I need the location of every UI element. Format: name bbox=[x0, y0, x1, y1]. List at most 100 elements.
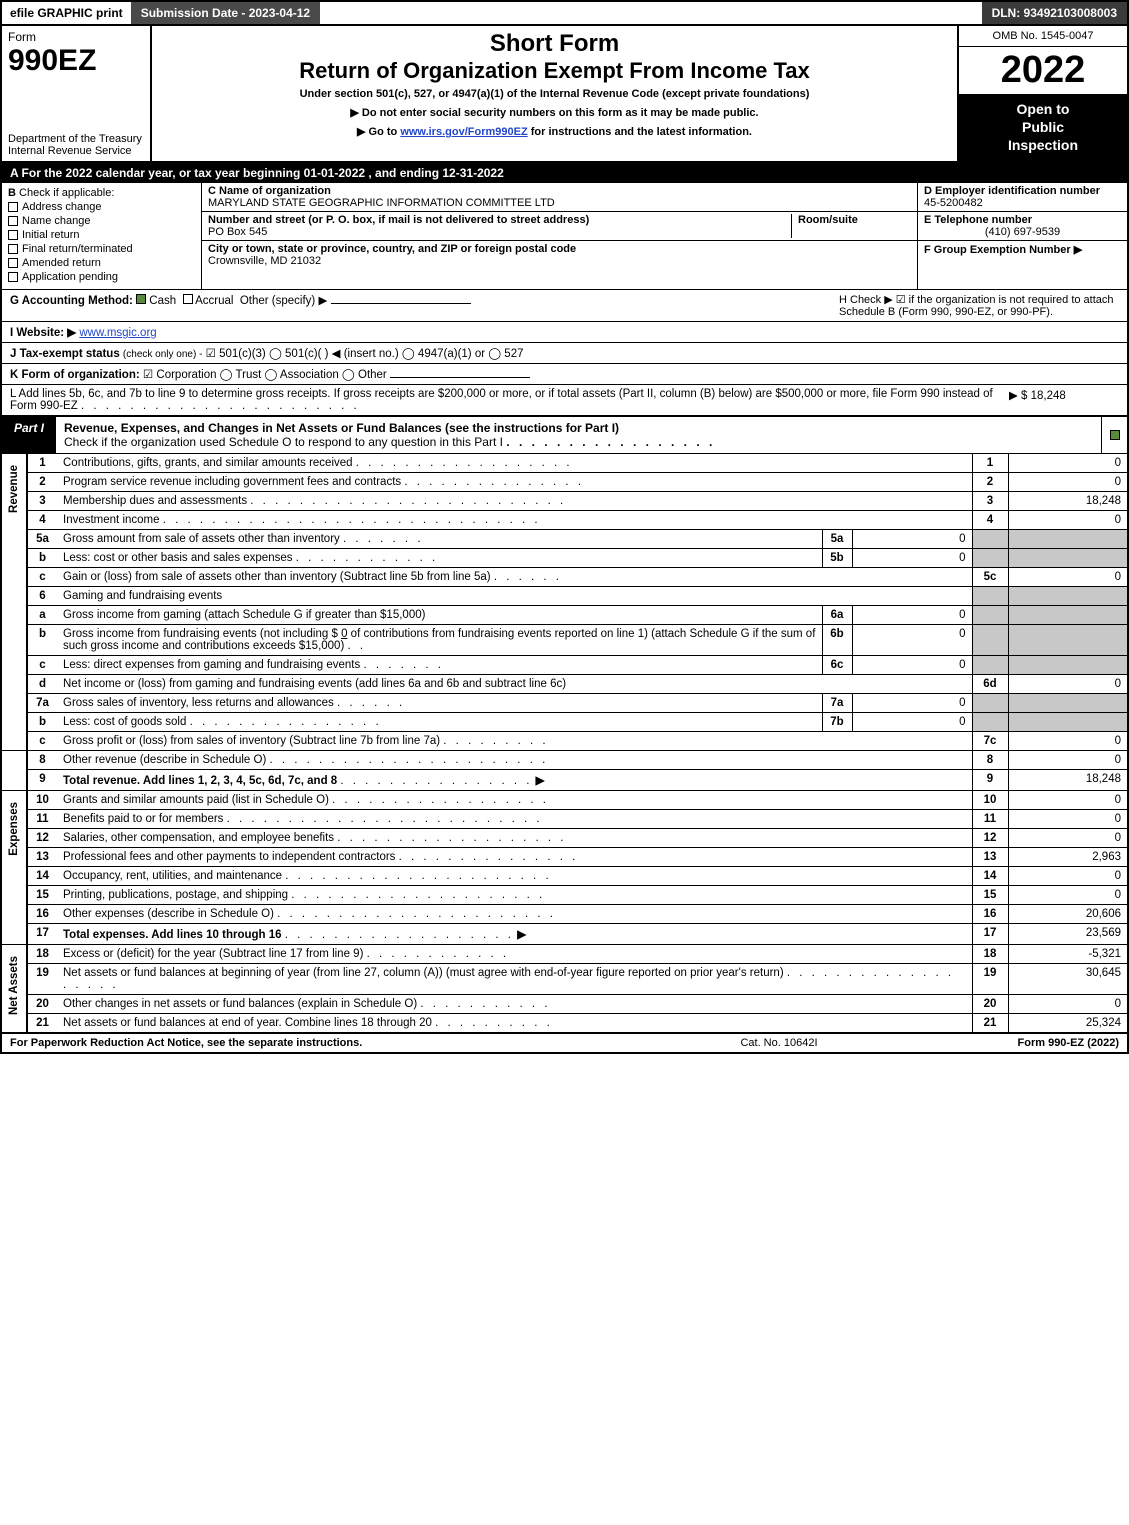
open2: Public bbox=[963, 118, 1123, 136]
website-link[interactable]: www.msgic.org bbox=[79, 327, 156, 339]
line-13: 13Professional fees and other payments t… bbox=[1, 847, 1128, 866]
irs-link[interactable]: www.irs.gov/Form990EZ bbox=[400, 126, 527, 138]
chk-name-change[interactable]: Name change bbox=[8, 215, 195, 227]
row-j: J Tax-exempt status (check only one) - ☑… bbox=[0, 343, 1129, 364]
chk-address-change[interactable]: Address change bbox=[8, 201, 195, 213]
line-11: 11Benefits paid to or for members . . . … bbox=[1, 809, 1128, 828]
page-footer: For Paperwork Reduction Act Notice, see … bbox=[0, 1033, 1129, 1054]
org-city: Crownsville, MD 21032 bbox=[208, 255, 911, 267]
part1-sub: Check if the organization used Schedule … bbox=[64, 435, 503, 449]
line-6c: cLess: direct expenses from gaming and f… bbox=[1, 655, 1128, 674]
k-opts: ☑ Corporation ◯ Trust ◯ Association ◯ Ot… bbox=[143, 369, 387, 381]
footer-center: Cat. No. 10642I bbox=[740, 1037, 817, 1049]
header-left: Form 990EZ Department of the Treasury In… bbox=[2, 26, 152, 161]
row-i: I Website: ▶ www.msgic.org bbox=[0, 322, 1129, 343]
part1-check[interactable] bbox=[1101, 417, 1127, 453]
submission-date-banner: Submission Date - 2023-04-12 bbox=[131, 2, 320, 24]
part1-title: Revenue, Expenses, and Changes in Net As… bbox=[56, 417, 1101, 453]
line-6: 6Gaming and fundraising events bbox=[1, 586, 1128, 605]
line-12: 12Salaries, other compensation, and empl… bbox=[1, 828, 1128, 847]
h-text: H Check ▶ ☑ if the organization is not r… bbox=[839, 293, 1119, 318]
col-b: B Check if applicable: Address change Na… bbox=[2, 183, 202, 289]
c-name-label: C Name of organization bbox=[208, 185, 911, 197]
part1-header: Part I Revenue, Expenses, and Changes in… bbox=[0, 416, 1129, 454]
f-group-cell: F Group Exemption Number ▶ bbox=[918, 241, 1127, 258]
section-bcdef: B Check if applicable: Address change Na… bbox=[0, 183, 1129, 290]
form-label: Form bbox=[8, 30, 144, 44]
header-center: Short Form Return of Organization Exempt… bbox=[152, 26, 957, 161]
line-2: 2Program service revenue including gover… bbox=[1, 472, 1128, 491]
omb-number: OMB No. 1545-0047 bbox=[959, 26, 1127, 47]
line-5b: bLess: cost or other basis and sales exp… bbox=[1, 548, 1128, 567]
instruction-goto: ▶ Go to www.irs.gov/Form990EZ for instru… bbox=[156, 125, 953, 138]
dln-banner: DLN: 93492103008003 bbox=[982, 2, 1127, 24]
k-label: K Form of organization: bbox=[10, 369, 140, 381]
room-label: Room/suite bbox=[798, 214, 911, 226]
line-3: 3Membership dues and assessments . . . .… bbox=[1, 491, 1128, 510]
return-title: Return of Organization Exempt From Incom… bbox=[156, 58, 953, 84]
line-15: 15Printing, publications, postage, and s… bbox=[1, 885, 1128, 904]
efile-print-button[interactable]: efile GRAPHIC print bbox=[2, 2, 131, 24]
line-18: Net Assets 18Excess or (deficit) for the… bbox=[1, 944, 1128, 963]
line-9: 9Total revenue. Add lines 1, 2, 3, 4, 5c… bbox=[1, 769, 1128, 790]
c-city-cell: City or town, state or province, country… bbox=[202, 241, 917, 269]
form-number: 990EZ bbox=[8, 44, 144, 78]
instruction-ssn: ▶ Do not enter social security numbers o… bbox=[156, 106, 953, 119]
row-k: K Form of organization: ☑ Corporation ◯ … bbox=[0, 364, 1129, 385]
line-20: 20Other changes in net assets or fund ba… bbox=[1, 994, 1128, 1013]
g-accrual-check[interactable] bbox=[183, 294, 193, 304]
open3: Inspection bbox=[963, 136, 1123, 154]
open-to-public: Open to Public Inspection bbox=[959, 94, 1127, 161]
line-7b: bLess: cost of goods sold . . . . . . . … bbox=[1, 712, 1128, 731]
part1-tag: Part I bbox=[2, 417, 56, 453]
row-l: L Add lines 5b, 6c, and 7b to line 9 to … bbox=[0, 385, 1129, 416]
org-address: PO Box 545 bbox=[208, 226, 791, 238]
row-g-h: G Accounting Method: Cash Accrual Other … bbox=[0, 290, 1129, 322]
line-7a: 7aGross sales of inventory, less returns… bbox=[1, 693, 1128, 712]
form-header: Form 990EZ Department of the Treasury In… bbox=[0, 26, 1129, 163]
line-6a: aGross income from gaming (attach Schedu… bbox=[1, 605, 1128, 624]
goto-pre: ▶ Go to bbox=[357, 126, 400, 138]
header-right: OMB No. 1545-0047 2022 Open to Public In… bbox=[957, 26, 1127, 161]
line-19: 19Net assets or fund balances at beginni… bbox=[1, 963, 1128, 994]
department-text: Department of the Treasury Internal Reve… bbox=[8, 133, 144, 157]
col-c: C Name of organization MARYLAND STATE GE… bbox=[202, 183, 917, 289]
goto-post: for instructions and the latest informat… bbox=[528, 126, 752, 138]
l-amount: ▶ $ 18,248 bbox=[1009, 388, 1119, 412]
footer-right: Form 990-EZ (2022) bbox=[1018, 1037, 1119, 1049]
c-addr-label: Number and street (or P. O. box, if mail… bbox=[208, 214, 791, 226]
line-5c: cGain or (loss) from sale of assets othe… bbox=[1, 567, 1128, 586]
chk-initial-return[interactable]: Initial return bbox=[8, 229, 195, 241]
org-name: MARYLAND STATE GEOGRAPHIC INFORMATION CO… bbox=[208, 197, 911, 209]
e-tel-cell: E Telephone number (410) 697-9539 bbox=[918, 212, 1127, 241]
g-cash-check[interactable] bbox=[136, 294, 146, 304]
top-bar: efile GRAPHIC print Submission Date - 20… bbox=[0, 0, 1129, 26]
group-label: F Group Exemption Number ▶ bbox=[924, 244, 1082, 256]
line-8: 8Other revenue (describe in Schedule O) … bbox=[1, 750, 1128, 769]
line-14: 14Occupancy, rent, utilities, and mainte… bbox=[1, 866, 1128, 885]
b-check-label: Check if applicable: bbox=[19, 187, 114, 199]
tel-label: E Telephone number bbox=[924, 214, 1121, 226]
chk-amended-return[interactable]: Amended return bbox=[8, 257, 195, 269]
footer-left: For Paperwork Reduction Act Notice, see … bbox=[10, 1037, 362, 1049]
chk-application-pending[interactable]: Application pending bbox=[8, 271, 195, 283]
c-addr-row: Number and street (or P. O. box, if mail… bbox=[202, 212, 917, 241]
j-small: (check only one) - bbox=[123, 349, 202, 360]
b-label: B bbox=[8, 187, 16, 199]
topbar-left: efile GRAPHIC print Submission Date - 20… bbox=[2, 2, 320, 24]
side-netassets: Net Assets bbox=[8, 948, 20, 1023]
line-10: Expenses 10Grants and similar amounts pa… bbox=[1, 790, 1128, 809]
subtitle: Under section 501(c), 527, or 4947(a)(1)… bbox=[156, 88, 953, 100]
line-1: Revenue 1Contributions, gifts, grants, a… bbox=[1, 454, 1128, 473]
j-label: J Tax-exempt status bbox=[10, 348, 120, 360]
j-opts: ☑ 501(c)(3) ◯ 501(c)( ) ◀ (insert no.) ◯… bbox=[206, 348, 524, 360]
line-16: 16Other expenses (describe in Schedule O… bbox=[1, 904, 1128, 923]
revenue-table: Revenue 1Contributions, gifts, grants, a… bbox=[0, 454, 1129, 1033]
row-a: A For the 2022 calendar year, or tax yea… bbox=[0, 163, 1129, 183]
chk-final-return[interactable]: Final return/terminated bbox=[8, 243, 195, 255]
line-6d: dNet income or (loss) from gaming and fu… bbox=[1, 674, 1128, 693]
open1: Open to bbox=[963, 100, 1123, 118]
line-7c: cGross profit or (loss) from sales of in… bbox=[1, 731, 1128, 750]
col-d: D Employer identification number 45-5200… bbox=[917, 183, 1127, 289]
c-city-label: City or town, state or province, country… bbox=[208, 243, 911, 255]
